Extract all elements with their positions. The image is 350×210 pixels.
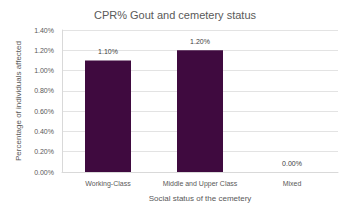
- svg-text:1.00%: 1.00%: [34, 67, 54, 74]
- svg-text:0.40%: 0.40%: [34, 128, 54, 135]
- svg-text:Mixed: Mixed: [283, 180, 302, 187]
- svg-text:0.00%: 0.00%: [282, 160, 302, 167]
- svg-text:1.10%: 1.10%: [98, 48, 118, 55]
- svg-text:0.00%: 0.00%: [34, 169, 54, 176]
- svg-text:CPR% Gout and cemetery status: CPR% Gout and cemetery status: [94, 9, 257, 21]
- svg-text:Social status of the cemetery: Social status of the cemetery: [149, 194, 252, 203]
- svg-text:Middle and Upper Class: Middle and Upper Class: [163, 180, 238, 188]
- svg-text:1.40%: 1.40%: [34, 27, 54, 34]
- svg-text:0.80%: 0.80%: [34, 87, 54, 94]
- svg-text:1.20%: 1.20%: [190, 38, 210, 45]
- svg-text:Working-Class: Working-Class: [85, 180, 131, 188]
- svg-text:0.20%: 0.20%: [34, 148, 54, 155]
- svg-text:1.20%: 1.20%: [34, 47, 54, 54]
- svg-text:0.60%: 0.60%: [34, 108, 54, 115]
- svg-text:Percentage of individuals affe: Percentage of individuals affected: [14, 41, 23, 161]
